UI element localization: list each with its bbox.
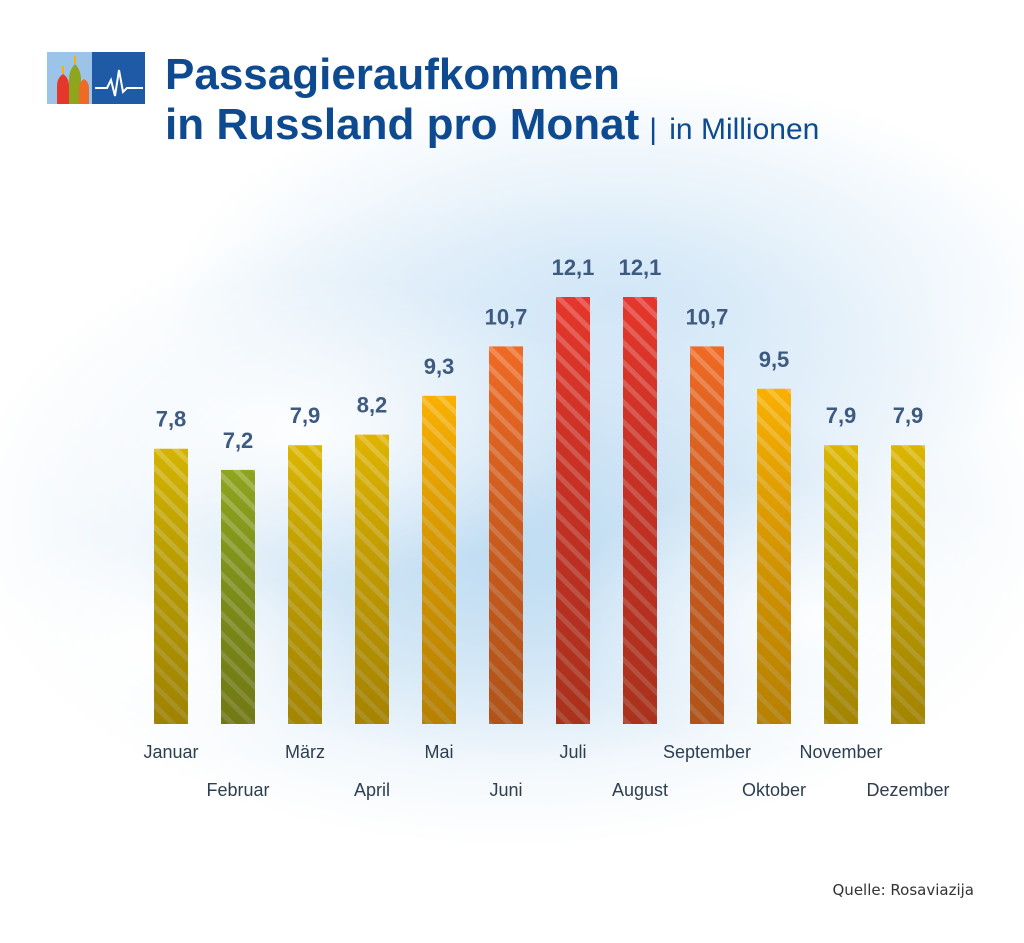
value-label-mai: 9,3 [424,354,455,379]
bar-shade-märz [288,445,322,724]
bar-shade-juli [556,297,590,724]
category-label-oktober: Oktober [742,780,806,800]
value-label-november: 7,9 [826,403,857,428]
value-label-juni: 10,7 [485,304,528,329]
bar-shade-dezember [891,445,925,724]
value-label-august: 12,1 [619,255,662,280]
title-line1: Passagieraufkommen [165,50,620,99]
bar-shade-april [355,434,389,724]
bars-layer: 7,8 Januar 7,2 Februar 7,9 März 8,2 April 9,3 Mai… [143,255,949,800]
bar-shade-februar [221,469,255,724]
value-label-januar: 7,8 [156,407,187,432]
bar-shade-oktober [757,388,791,724]
category-label-september: September [663,742,751,762]
bar-shade-september [690,346,724,724]
chart-title: Passagieraufkommen in Russland pro Monat… [165,50,819,155]
value-label-märz: 7,9 [290,403,321,428]
unit-separator: | [649,113,658,146]
bar-shade-juni [489,346,523,724]
category-label-juli: Juli [559,742,586,762]
category-label-dezember: Dezember [866,780,949,800]
category-label-november: November [799,742,882,762]
category-label-august: August [612,780,668,800]
value-label-april: 8,2 [357,393,388,418]
category-label-juni: Juni [489,780,522,800]
category-label-mai: Mai [424,742,453,762]
category-label-april: April [354,780,390,800]
bar-shade-november [824,445,858,724]
value-label-dezember: 7,9 [893,403,924,428]
value-label-oktober: 9,5 [759,347,790,372]
value-label-september: 10,7 [686,304,729,329]
value-label-juli: 12,1 [552,255,595,280]
bar-shade-januar [154,448,188,724]
category-label-märz: März [285,742,325,762]
title-line2: in Russland pro Monat [165,100,640,149]
category-label-januar: Januar [143,742,198,762]
source-note: Quelle: Rosaviazija [832,881,975,899]
bar-shade-august [623,297,657,724]
bar-shade-mai [422,395,456,724]
brand-logo [47,52,145,104]
category-label-februar: Februar [206,780,269,800]
value-label-februar: 7,2 [223,428,254,453]
unit-label: in Millionen [669,113,820,146]
